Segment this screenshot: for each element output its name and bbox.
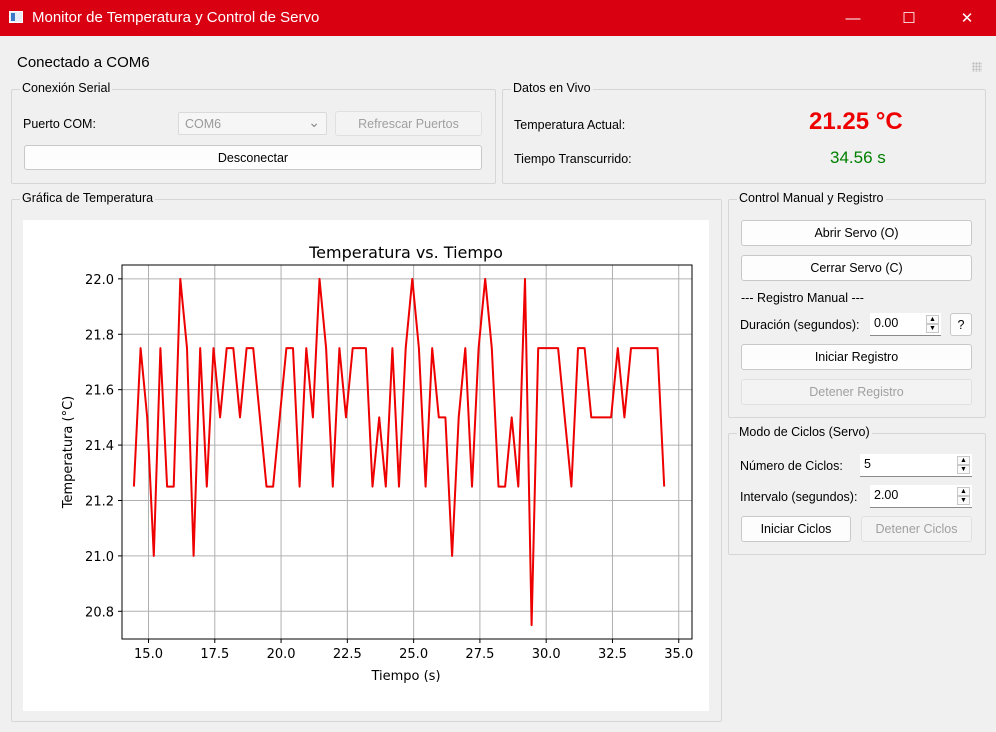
stop-recording-button[interactable]: Detener Registro	[741, 379, 972, 405]
title-bar: Monitor de Temperatura y Control de Serv…	[0, 0, 996, 36]
window-title: Monitor de Temperatura y Control de Serv…	[32, 9, 320, 26]
x-tick-label: 27.5	[465, 647, 494, 662]
chart-canvas: Temperatura vs. Tiempo 15.0 17.5 20.0 22.5 2…	[23, 220, 709, 711]
serial-connection-group: Conexión Serial Puerto COM: COM6 ⌄ Refre…	[11, 81, 496, 184]
chart-title: Temperatura vs. Tiempo	[308, 243, 503, 262]
x-tick-label: 20.0	[267, 647, 296, 662]
current-temp-value: 21.25 °C	[809, 108, 903, 135]
x-tick-label: 17.5	[200, 647, 229, 662]
spin-up-icon[interactable]: ▲	[926, 315, 939, 324]
y-tick-label: 21.8	[85, 328, 114, 343]
refresh-ports-button[interactable]: Refrescar Puertos	[335, 111, 482, 136]
close-servo-button[interactable]: Cerrar Servo (C)	[741, 255, 972, 281]
temperature-line-chart: Temperatura vs. Tiempo 15.0 17.5 20.0 22.5 2…	[61, 243, 693, 684]
x-tick-label: 25.0	[399, 647, 428, 662]
spin-down-icon[interactable]: ▼	[957, 465, 970, 474]
manual-control-group: Control Manual y Registro Abrir Servo (O…	[728, 191, 986, 418]
duration-label: Duración (segundos):	[740, 318, 860, 332]
interval-value: 2.00	[874, 488, 899, 502]
y-tick-label: 21.2	[85, 494, 114, 509]
chart-group-title: Gráfica de Temperatura	[20, 191, 156, 205]
port-label: Puerto COM:	[23, 117, 96, 131]
close-button[interactable]: ✕	[960, 10, 974, 27]
current-temp-label: Temperatura Actual:	[514, 118, 626, 132]
live-group-title: Datos en Vivo	[511, 81, 593, 95]
start-recording-button[interactable]: Iniciar Registro	[741, 344, 972, 370]
y-tick-label: 21.6	[85, 384, 114, 399]
cycle-mode-group: Modo de Ciclos (Servo) Número de Ciclos:…	[728, 425, 986, 555]
port-select[interactable]: COM6 ⌄	[178, 112, 327, 135]
duration-value: 0.00	[874, 316, 899, 330]
elapsed-time-label: Tiempo Transcurrido:	[514, 152, 632, 166]
maximize-button[interactable]: ☐	[902, 10, 916, 27]
interval-label: Intervalo (segundos):	[740, 490, 858, 504]
elapsed-time-value: 34.56 s	[830, 148, 886, 167]
spin-down-icon[interactable]: ▼	[957, 496, 970, 505]
serial-group-title: Conexión Serial	[20, 81, 113, 95]
open-servo-button[interactable]: Abrir Servo (O)	[741, 220, 972, 246]
disconnect-button[interactable]: Desconectar	[24, 145, 482, 170]
stop-cycles-button[interactable]: Detener Ciclos	[861, 516, 972, 542]
spin-up-icon[interactable]: ▲	[957, 456, 970, 465]
plot-area-frame	[121, 264, 693, 640]
app-icon	[9, 11, 23, 23]
duration-spinbox[interactable]: 0.00 ▲ ▼	[870, 313, 941, 336]
x-tick-label: 22.5	[333, 647, 362, 662]
x-tick-label: 30.0	[532, 647, 561, 662]
y-axis-label: Temperatura (°C)	[61, 396, 76, 509]
y-tick-label: 21.4	[85, 439, 114, 454]
interval-spinbox[interactable]: 2.00 ▲ ▼	[870, 485, 972, 508]
live-data-group: Datos en Vivo Temperatura Actual: 21.25 …	[502, 81, 986, 184]
cycle-count-spinbox[interactable]: 5 ▲ ▼	[860, 454, 972, 477]
port-select-value: COM6	[185, 117, 222, 131]
cycle-group-title: Modo de Ciclos (Servo)	[737, 425, 872, 439]
x-tick-label: 35.0	[664, 647, 693, 662]
y-tick-label: 21.0	[85, 550, 114, 565]
spin-down-icon[interactable]: ▼	[926, 324, 939, 333]
y-tick-label: 22.0	[85, 273, 114, 288]
spin-up-icon[interactable]: ▲	[957, 487, 970, 496]
help-button[interactable]: ?	[950, 313, 972, 336]
x-axis-label: Tiempo (s)	[370, 669, 440, 684]
cycle-count-value: 5	[864, 457, 871, 471]
connection-status: Conectado a COM6	[17, 54, 150, 71]
resize-grip-icon[interactable]	[972, 62, 982, 72]
minimize-button[interactable]: —	[845, 9, 861, 27]
cycle-count-label: Número de Ciclos:	[740, 459, 843, 473]
y-tick-label: 20.8	[85, 605, 114, 620]
start-cycles-button[interactable]: Iniciar Ciclos	[741, 516, 851, 542]
chevron-down-icon: ⌄	[308, 114, 320, 130]
manual-group-title: Control Manual y Registro	[737, 191, 886, 205]
x-tick-label: 32.5	[598, 647, 627, 662]
temperature-series-line	[132, 277, 666, 627]
manual-record-section-label: --- Registro Manual ---	[741, 291, 864, 305]
x-tick-label: 15.0	[134, 647, 163, 662]
temperature-chart-group: Gráfica de Temperatura	[11, 191, 722, 722]
